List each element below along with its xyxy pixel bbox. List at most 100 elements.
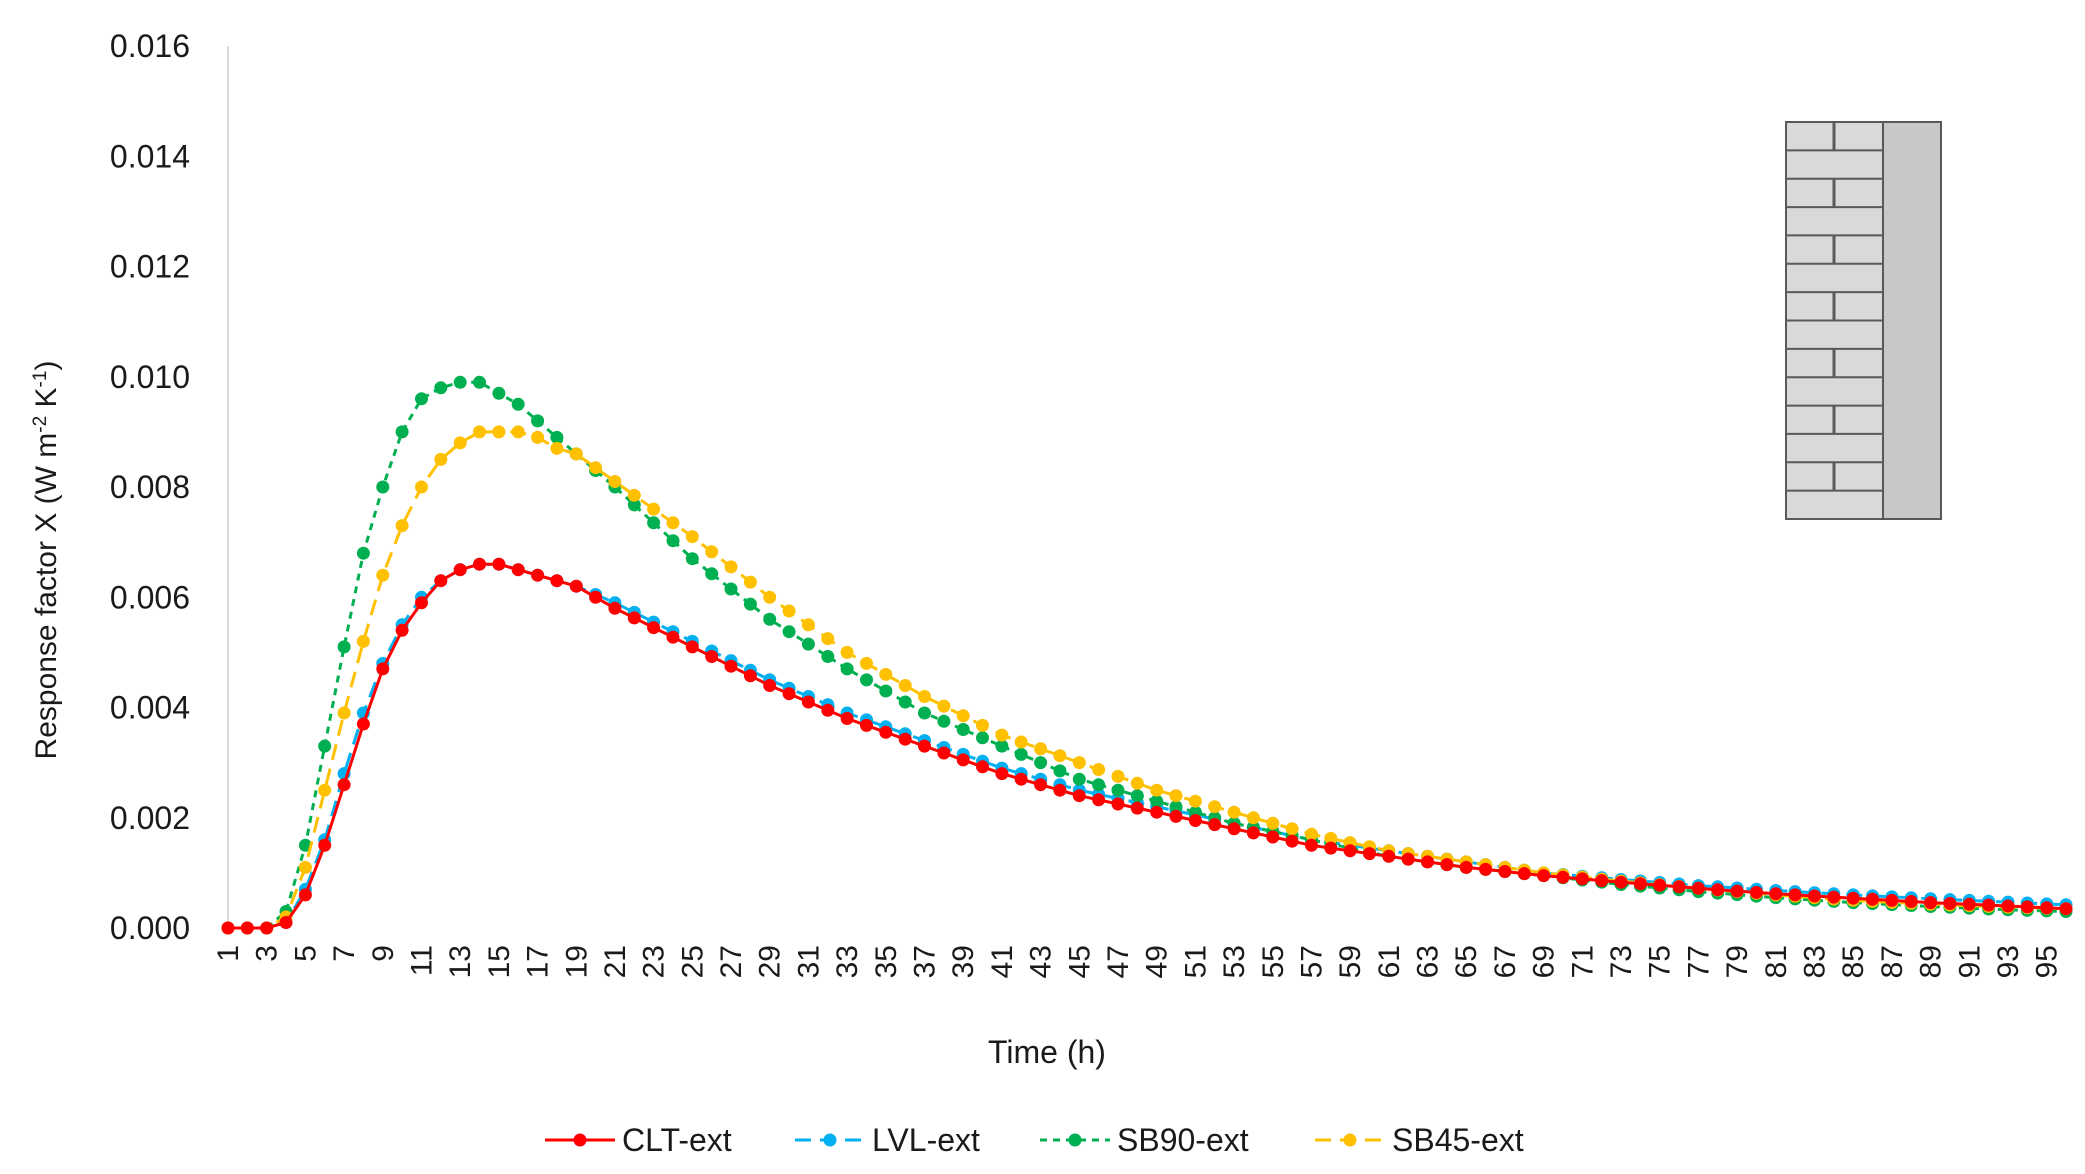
data-point — [801, 637, 815, 651]
data-point — [1343, 844, 1357, 858]
x-tick-label: 77 — [1682, 945, 1715, 978]
data-point — [492, 386, 506, 400]
data-point — [995, 767, 1009, 781]
data-point — [434, 452, 448, 466]
data-point — [1479, 862, 1493, 876]
data-point — [1711, 883, 1725, 897]
data-point — [840, 662, 854, 676]
data-point — [240, 921, 254, 935]
legend-marker — [823, 1133, 837, 1147]
data-point — [550, 430, 564, 444]
brick-wall-section-icon — [1785, 121, 1942, 520]
data-point — [2001, 899, 2015, 913]
data-point — [1982, 898, 1996, 912]
data-point — [1227, 805, 1241, 819]
data-point — [763, 612, 777, 626]
data-point — [589, 590, 603, 604]
data-point — [1769, 887, 1783, 901]
data-point — [685, 552, 699, 566]
data-point — [976, 718, 989, 732]
x-tick-label: 35 — [870, 945, 903, 978]
data-point — [898, 695, 912, 709]
x-tick-label: 7 — [328, 945, 361, 962]
x-tick-label: 93 — [1992, 945, 2025, 978]
data-point — [318, 783, 332, 797]
x-tick-label: 33 — [831, 945, 864, 978]
data-point — [1556, 870, 1570, 884]
x-tick-label: 29 — [754, 945, 787, 978]
data-point — [1169, 800, 1183, 814]
x-tick-label: 61 — [1373, 945, 1406, 978]
x-tick-label: 75 — [1644, 945, 1677, 978]
data-point — [937, 714, 951, 728]
data-point — [743, 597, 757, 611]
data-point — [898, 679, 912, 692]
x-tick-label: 55 — [1257, 945, 1290, 978]
data-point — [1227, 822, 1241, 836]
data-point — [1034, 756, 1048, 770]
data-point — [840, 645, 854, 659]
x-tick-label: 27 — [715, 945, 748, 978]
data-point — [550, 574, 564, 588]
data-point — [1246, 826, 1260, 840]
data-point — [356, 634, 370, 648]
x-tick-label: 45 — [1063, 945, 1096, 978]
x-tick-label: 69 — [1528, 945, 1561, 978]
data-point — [298, 888, 312, 902]
data-point — [763, 679, 777, 692]
data-point — [647, 516, 661, 530]
x-tick-label: 41 — [986, 945, 1019, 978]
data-point — [473, 425, 486, 439]
data-point — [647, 502, 661, 516]
x-tick-label: 81 — [1760, 945, 1793, 978]
data-point — [724, 560, 738, 574]
x-tick-label: 37 — [909, 945, 942, 978]
data-point — [1672, 880, 1686, 894]
data-point — [627, 611, 641, 625]
data-point — [608, 475, 622, 488]
data-point — [1401, 852, 1415, 866]
data-point — [1266, 816, 1280, 830]
y-tick-label: 0.014 — [110, 138, 190, 174]
data-point — [415, 480, 428, 494]
series-CLT-ext — [221, 557, 2073, 935]
data-point — [453, 436, 467, 450]
x-tick-label: 1 — [212, 945, 245, 962]
data-point — [318, 838, 332, 852]
data-point — [1072, 789, 1086, 803]
data-point — [1421, 855, 1434, 869]
data-point — [1072, 756, 1086, 770]
data-point — [685, 530, 699, 544]
data-point — [337, 640, 351, 654]
series-group — [221, 375, 2073, 935]
data-point — [1575, 872, 1589, 886]
data-point — [221, 921, 235, 935]
data-point — [1885, 893, 1899, 907]
data-point — [956, 723, 970, 736]
data-point — [1014, 747, 1028, 761]
data-point — [1034, 742, 1048, 756]
data-point — [473, 375, 486, 389]
data-point — [1014, 772, 1028, 786]
series-LVL-ext — [221, 557, 2073, 935]
y-tick-label: 0.016 — [110, 28, 190, 64]
x-tick-label: 17 — [522, 945, 555, 978]
data-point — [1305, 838, 1318, 852]
y-tick-label: 0.010 — [110, 359, 190, 395]
data-point — [976, 731, 989, 745]
data-point — [724, 659, 738, 673]
data-point — [937, 746, 951, 760]
x-axis-label: Time (h) — [988, 1034, 1106, 1070]
y-tick-label: 0.000 — [110, 910, 190, 946]
data-point — [918, 706, 931, 720]
x-tick-label: 25 — [676, 945, 709, 978]
x-tick-label: 47 — [1102, 945, 1135, 978]
data-point — [1092, 793, 1106, 807]
data-point — [801, 695, 815, 709]
x-tick-label: 85 — [1837, 945, 1870, 978]
data-point — [821, 650, 835, 663]
data-point — [627, 498, 641, 512]
data-point — [937, 699, 951, 713]
data-point — [1730, 884, 1744, 898]
